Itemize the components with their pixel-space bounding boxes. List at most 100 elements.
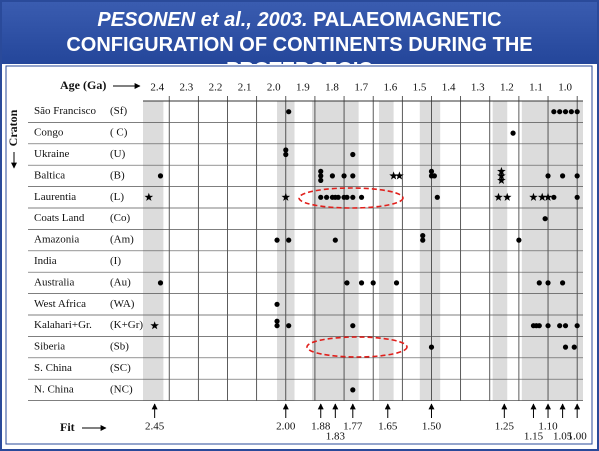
dot	[562, 344, 569, 350]
dot	[428, 344, 435, 350]
row-abbrev: (Sf)	[110, 105, 127, 117]
dot	[536, 280, 542, 286]
row-abbrev: (B)	[110, 169, 125, 181]
fit-value: 1.77	[343, 421, 363, 433]
dot	[157, 173, 164, 179]
dot	[574, 173, 580, 179]
dot	[370, 280, 376, 286]
star	[529, 192, 538, 201]
row-label: Congo	[34, 127, 64, 139]
row-label: India	[34, 255, 57, 267]
row-label: Baltica	[34, 169, 65, 181]
dot	[350, 387, 356, 393]
row-label: Amazonia	[34, 234, 79, 246]
highlight-ellipse	[306, 336, 408, 358]
fit-value: 1.83	[326, 431, 346, 443]
row-abbrev: (Sb)	[110, 341, 129, 353]
dot	[274, 301, 280, 307]
dot	[551, 194, 557, 200]
fit-value: 1.10	[538, 421, 558, 433]
dot	[574, 323, 580, 329]
x-tick-label: 1.3	[471, 82, 485, 94]
dot	[510, 130, 516, 136]
dot	[557, 323, 563, 329]
dot	[542, 216, 548, 222]
dot	[568, 109, 574, 115]
dot	[560, 280, 566, 286]
plot: 2.4 2.3 2.2 2.1 2.0 1.9 1.8 1.7 1.6 1.5 1.4 1.3 1.2 1…	[28, 82, 587, 443]
dot	[434, 194, 440, 200]
row-abbrev: (Au)	[110, 276, 131, 288]
fit-value: 1.15	[524, 431, 544, 443]
star	[389, 171, 398, 180]
x-axis-label: Age (Ga)	[60, 78, 106, 92]
row-abbrev: (I)	[110, 255, 121, 267]
dot	[560, 173, 566, 179]
dot	[350, 173, 356, 179]
x-tick-label: 2.4	[150, 82, 164, 94]
dot	[274, 323, 280, 329]
x-tick-label: 2.3	[179, 82, 193, 94]
fit-value: 2.00	[276, 421, 296, 433]
x-tick-label: 1.0	[558, 82, 572, 94]
star	[494, 192, 503, 201]
row-label: Laurentia	[34, 191, 76, 203]
dot	[431, 173, 437, 179]
dot	[323, 194, 330, 200]
row-abbrev: (WA)	[110, 298, 135, 310]
dot	[283, 147, 289, 153]
dot	[393, 280, 400, 286]
star	[497, 175, 506, 184]
dot	[350, 323, 356, 329]
dot	[283, 151, 289, 158]
dot	[344, 194, 350, 200]
x-tick-label: 1.8	[325, 82, 339, 94]
dot	[344, 280, 350, 286]
x-tick-label: 2.1	[238, 82, 252, 94]
row-label: Coats Land	[34, 212, 85, 224]
star	[503, 192, 512, 201]
dot	[545, 173, 551, 179]
dot	[286, 237, 292, 243]
dot	[420, 233, 426, 239]
fit-value: 1.00	[568, 431, 588, 443]
dot	[420, 237, 426, 243]
x-tick-label: 1.7	[354, 82, 368, 94]
row-label: S. China	[34, 362, 72, 374]
row-label: West Africa	[34, 298, 86, 310]
x-tick-label: 1.6	[383, 82, 397, 94]
dot	[335, 194, 341, 200]
dot	[516, 237, 522, 243]
dot	[574, 194, 580, 200]
dot	[571, 344, 577, 350]
row-abbrev: (NC)	[110, 383, 133, 395]
title-italic: PESONEN et al., 2003.	[97, 9, 308, 31]
dot	[545, 323, 551, 329]
dot	[286, 323, 292, 329]
dot	[358, 194, 365, 200]
fit-value: 1.50	[422, 421, 442, 433]
dot	[562, 323, 569, 329]
star	[543, 192, 553, 201]
star	[395, 171, 404, 180]
x-tick-label: 1.5	[413, 82, 427, 94]
dot	[551, 109, 557, 115]
x-tick-label: 1.9	[296, 82, 310, 94]
star	[497, 171, 506, 180]
x-tick-label: 2.0	[267, 82, 281, 94]
dot	[157, 280, 164, 286]
dot	[350, 194, 356, 200]
dot	[286, 109, 292, 115]
dot	[341, 173, 347, 179]
dot	[428, 168, 435, 174]
dot	[318, 168, 324, 174]
star	[144, 192, 154, 201]
fit-value: 1.05	[553, 431, 573, 443]
row-label: Australia	[34, 276, 74, 288]
dot	[274, 318, 280, 324]
dot	[318, 177, 324, 183]
row-abbrev: (SC)	[110, 362, 131, 374]
fit-value: 1.25	[495, 421, 515, 433]
